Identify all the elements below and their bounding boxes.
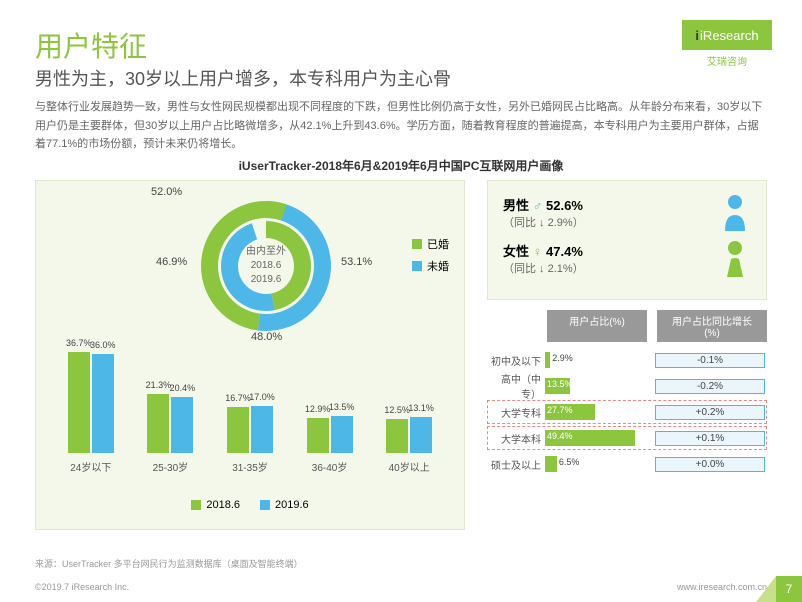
donut-label: 53.1%: [341, 256, 372, 268]
donut-legend: 已婚未婚: [412, 236, 449, 280]
edu-header-1: 用户占比(%): [547, 310, 647, 342]
right-panel: 男性 ♂ 52.6% （同比 ↓ 2.9%） 女性 ♀ 47.4% （同比 ↓ …: [487, 180, 767, 530]
donut-label: 52.0%: [151, 186, 182, 198]
bar-group: 21.3%20.4%25-30岁: [131, 343, 211, 474]
page-title: 用户特征: [35, 25, 147, 65]
donut-center-label: 由内至外 2018.6 2019.6: [246, 245, 286, 287]
female-icon: [719, 239, 751, 277]
bar: 36.0%: [92, 354, 114, 453]
edu-row: 大学专科27.7%+0.2%: [487, 400, 767, 424]
legend-item: 未婚: [412, 258, 449, 274]
chart-title: iUserTracker-2018年6月&2019年6月中国PC互联网用户画像: [0, 157, 802, 174]
page-corner-decoration: [756, 576, 776, 602]
bar: 20.4%: [171, 397, 193, 453]
source-text: 来源：UserTracker 多平台网民行为监测数据库（桌面及智能终端）: [35, 557, 303, 570]
bar-chart: 36.7%36.0%24岁以下21.3%20.4%25-30岁16.7%17.0…: [51, 334, 449, 474]
bar: 17.0%: [251, 406, 273, 453]
bar: 12.9%: [307, 418, 329, 453]
male-icon: [719, 193, 751, 231]
legend-item: 2019.6: [260, 499, 309, 511]
subtitle: 男性为主，30岁以上用户增多，本专科用户为主心骨: [35, 65, 451, 91]
bar: 13.1%: [410, 417, 432, 453]
edu-row: 初中及以下2.9%-0.1%: [487, 348, 767, 372]
bar-group: 12.5%13.1%40岁以上: [369, 343, 449, 474]
left-chart-panel: 由内至外 2018.6 2019.6 52.0% 53.1% 46.9% 48.…: [35, 180, 465, 530]
bar: 36.7%: [68, 352, 90, 453]
edu-row: 硕士及以上6.5%+0.0%: [487, 452, 767, 476]
bar-legend: 2018.6 2019.6: [36, 499, 464, 517]
logo: iiResearch 艾瑞咨询: [682, 20, 772, 68]
donut-label: 46.9%: [156, 256, 187, 268]
legend-item: 已婚: [412, 236, 449, 252]
description: 与整体行业发展趋势一致，男性与女性网民规模都出现不同程度的下跌，但男性比例仍高于…: [35, 98, 767, 154]
bar: 13.5%: [331, 416, 353, 453]
donut-chart: 由内至外 2018.6 2019.6: [196, 196, 336, 336]
bar: 12.5%: [386, 419, 408, 453]
edu-row: 高中（中专）13.5%-0.2%: [487, 374, 767, 398]
gender-box: 男性 ♂ 52.6% （同比 ↓ 2.9%） 女性 ♀ 47.4% （同比 ↓ …: [487, 180, 767, 300]
edu-row: 大学本科49.4%+0.1%: [487, 426, 767, 450]
footer: ©2019.7 iResearch Inc. www.iresearch.com…: [0, 572, 802, 602]
bar: 21.3%: [147, 394, 169, 453]
page-number: 7: [776, 576, 802, 602]
legend-item: 2018.6: [191, 499, 240, 511]
bar: 16.7%: [227, 407, 249, 453]
education-table: 用户占比(%) 用户占比同比增长(%) 初中及以下2.9%-0.1%高中（中专）…: [487, 310, 767, 476]
edu-header-2: 用户占比同比增长(%): [657, 310, 767, 342]
bar-group: 36.7%36.0%24岁以下: [51, 343, 131, 474]
bar-group: 16.7%17.0%31-35岁: [210, 343, 290, 474]
bar-group: 12.9%13.5%36-40岁: [290, 343, 370, 474]
